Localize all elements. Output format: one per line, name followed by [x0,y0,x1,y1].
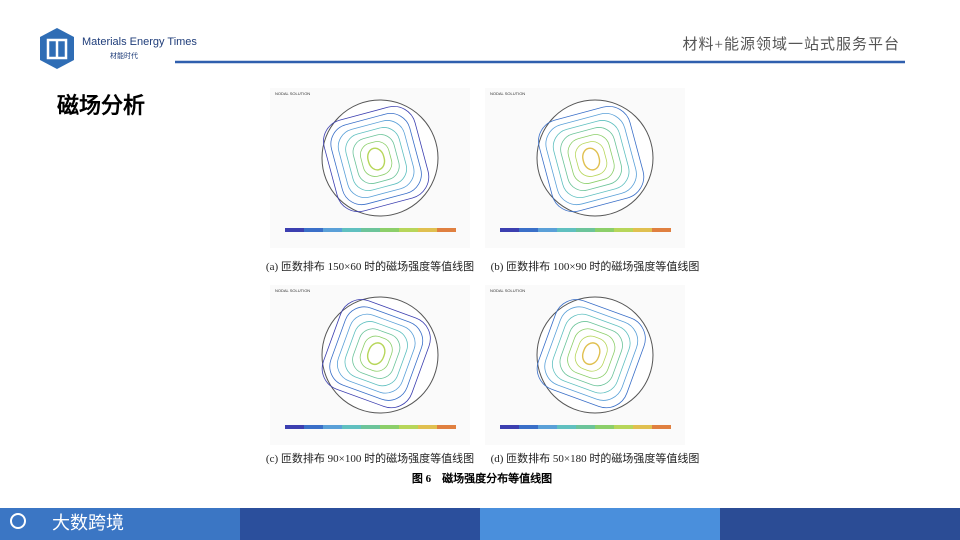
contour [323,106,430,213]
contour [552,120,630,198]
panel-caption: (c) 匝数排布 90×100 时的磁场强度等值线图 [266,451,474,465]
contour [329,306,424,401]
figure-caption: 图 6 磁场强度分布等值线图 [412,471,552,485]
contour [344,321,408,387]
contour [567,328,616,379]
legend-swatch [633,425,652,429]
contour [352,328,401,379]
legend-swatch [519,228,538,232]
contour-plot: NODAL SOLUTION (b) 匝数排布 100×90 时的磁场强度等值线图 [485,88,699,273]
footer-logo [10,513,26,529]
contour [551,313,631,394]
contour [352,134,400,184]
contour [545,113,637,206]
legend-swatch [285,228,304,232]
legend-swatch [342,228,361,232]
footer-bar [720,508,960,540]
slogan: 材料+能源领域一站式服务平台 [683,36,900,53]
contour [567,134,615,184]
legend-swatch [380,425,399,429]
contour [359,335,393,372]
domain-circle [321,99,439,217]
footer-bar [240,508,480,540]
contour [582,147,601,171]
logo [40,28,74,69]
plot-label: NODAL SOLUTION [490,288,525,293]
contour [538,106,645,213]
slide-title: 磁场分析 [57,93,145,118]
legend-swatch [304,228,323,232]
panel-caption: (b) 匝数排布 100×90 时的磁场强度等值线图 [491,259,700,273]
footer-brand: 大数跨境 [52,513,124,533]
contour [536,299,646,409]
contour [581,342,601,366]
legend-swatch [576,228,595,232]
legend-swatch [614,425,633,429]
contour [367,147,386,171]
legend-swatch [557,425,576,429]
legend-swatch [538,228,557,232]
panel-caption: (a) 匝数排布 150×60 时的磁场强度等值线图 [266,259,474,273]
contour [366,342,386,366]
contour [321,299,431,409]
footer-bar [480,508,720,540]
legend-swatch [342,425,361,429]
legend-swatch [380,228,399,232]
contour [360,141,393,177]
plot-label: NODAL SOLUTION [275,91,310,96]
contour [337,120,415,198]
legend-swatch [323,228,342,232]
figure: NODAL SOLUTION (a) 匝数排布 150×60 时的磁场强度等值线图… [266,88,699,465]
contour [336,313,416,394]
legend-swatch [500,228,519,232]
legend-swatch [595,228,614,232]
domain-circle [536,99,654,217]
legend-swatch [399,425,418,429]
legend-swatch [418,228,437,232]
legend-swatch [633,228,652,232]
contour-plot: NODAL SOLUTION (a) 匝数排布 150×60 时的磁场强度等值线图 [266,88,474,273]
legend-swatch [437,425,456,429]
contour [330,113,422,206]
contour-plot: NODAL SOLUTION (c) 匝数排布 90×100 时的磁场强度等值线图 [266,285,474,465]
plot-label: NODAL SOLUTION [275,288,310,293]
legend-swatch [519,425,538,429]
legend-swatch [538,425,557,429]
contour [345,127,408,191]
contour [559,321,623,387]
legend-swatch [576,425,595,429]
legend-swatch [595,425,614,429]
panel-caption: (d) 匝数排布 50×180 时的磁场强度等值线图 [491,451,700,465]
legend-swatch [399,228,418,232]
brand: Materials Energy Times [82,36,197,48]
plot-label: NODAL SOLUTION [490,91,525,96]
domain-circle [321,296,439,414]
legend-swatch [418,425,437,429]
legend-swatch [500,425,519,429]
legend-swatch [557,228,576,232]
contour [574,335,608,372]
legend-swatch [652,228,671,232]
legend-swatch [361,228,380,232]
contour [560,127,623,191]
legend-swatch [437,228,456,232]
contour [575,141,608,177]
legend-swatch [361,425,380,429]
footer-bar [0,508,240,540]
legend-swatch [614,228,633,232]
contour-plot: NODAL SOLUTION (d) 匝数排布 50×180 时的磁场强度等值线图 [485,285,699,465]
domain-circle [536,296,654,414]
legend-swatch [285,425,304,429]
brand-cn: 材能时代 [110,51,138,60]
legend-swatch [323,425,342,429]
contour [544,306,639,401]
legend-swatch [304,425,323,429]
legend-swatch [652,425,671,429]
